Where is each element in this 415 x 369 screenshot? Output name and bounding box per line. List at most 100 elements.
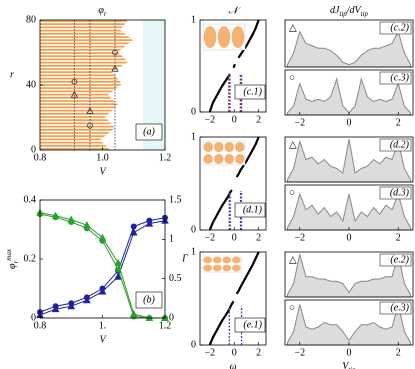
inset-blob [212,264,222,272]
marker [145,219,154,227]
inset-blob [224,153,234,165]
marker [130,223,137,230]
x-tick-label: 1.0 [96,152,109,163]
marker [112,49,118,56]
inset-blob [235,141,245,153]
x-axis-label: V [99,334,107,345]
x-tick-label: 1. [99,320,107,331]
spectrum [286,77,412,116]
label-box [379,138,412,152]
x-axis-label: Vtip [342,361,356,369]
x-tick-label: 0 [232,232,237,243]
marker [87,122,93,129]
x-tick-label: 1.2 [159,152,172,163]
x-tick-label: 0 [232,347,237,358]
inset-blob [235,153,245,165]
y-tick-label: 0 [191,106,196,117]
panel-label: (b) [143,294,155,305]
inset-blob [203,264,213,272]
label-box [379,301,412,315]
y-tick-label: 1 [191,14,196,25]
spectrum [286,30,412,68]
marker [67,215,76,223]
y-tick-label: 40 [26,79,36,90]
inset-blob [231,256,241,264]
x-tick-label: −2 [294,347,305,358]
panel-label: (c.2) [390,22,409,33]
marker [98,287,107,295]
x-tick-label: −2 [294,232,305,243]
y-tick-label: 80 [26,14,36,25]
inset-blob [222,256,232,264]
label-box [135,123,163,141]
panel-label: (d.2) [390,139,410,150]
x-axis-label: ω [229,361,236,369]
panel-title: φr [98,5,107,17]
inset-blob [214,141,224,153]
marker [98,233,107,241]
inset-blob [231,264,241,272]
x-tick-label: 0 [232,114,237,125]
inset-blob [212,256,222,264]
y-tick-label: 0 [191,224,196,235]
y-axis-label: r [10,69,14,80]
x-tick-label: 0 [347,347,352,358]
curve [208,19,260,113]
x-tick-label: 2 [396,117,401,128]
x-tick-label: −2 [204,347,215,358]
x-tick-label: 2 [256,232,261,243]
symbol: △ [289,139,297,150]
text-part: max [5,248,13,261]
text-part: tip [361,10,369,18]
label-box [379,253,412,267]
frame [199,19,267,113]
x-tick-label: 1.2 [159,320,172,331]
panel-label: (d.1) [243,204,263,215]
text-part: φ [7,263,18,269]
inset-blob [203,141,213,153]
inset-blob [217,26,231,48]
x-axis-label: V [99,166,107,177]
text-part: r [104,10,107,18]
y2-tick-label: 0 [169,312,174,323]
y-tick-label: 0.4 [24,194,37,205]
marker [129,228,138,236]
panel-label: (a) [143,126,155,137]
panel-label: (c.3) [390,72,409,83]
x-tick-label: 2 [256,114,261,125]
marker [111,64,119,72]
y-tick-label: 0 [31,312,36,323]
inset-blob [224,141,234,153]
inset-blob [222,264,232,272]
text-part: φ [98,5,104,16]
symbol: ○ [289,72,295,83]
panel-label: (e.3) [390,302,409,313]
frame [284,251,414,298]
inset-blob [214,153,224,165]
label-box [379,21,412,35]
x-tick-label: 2 [396,232,401,243]
label-box [379,71,412,85]
x-tick-label: 0.8 [34,320,47,331]
text-part: dJ [330,5,340,16]
panel-label: (d.3) [390,187,410,198]
x-tick-label: 0 [347,117,352,128]
marker [51,305,60,313]
frame [284,136,414,183]
marker [83,221,91,229]
inset-blob [203,256,213,264]
panel-title: 𝒩 [228,5,241,16]
marker [86,107,94,114]
x-tick-label: 0.8 [34,152,47,163]
y-tick-label: 1 [191,246,196,257]
marker [114,272,122,280]
frame [284,19,414,68]
marker [83,296,91,304]
heatmap-stripes [40,20,133,150]
panel-label: (e.1) [243,319,262,330]
y-tick-label: 0.2 [24,253,37,264]
inset-blob [203,153,213,165]
text-part: V [342,361,350,369]
text-part: tip [348,366,356,369]
y-tick-label: 0 [191,339,196,350]
